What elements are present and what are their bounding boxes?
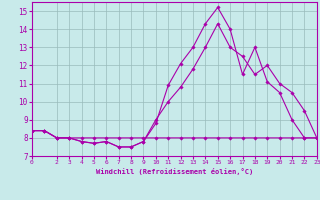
X-axis label: Windchill (Refroidissement éolien,°C): Windchill (Refroidissement éolien,°C) [96,168,253,175]
